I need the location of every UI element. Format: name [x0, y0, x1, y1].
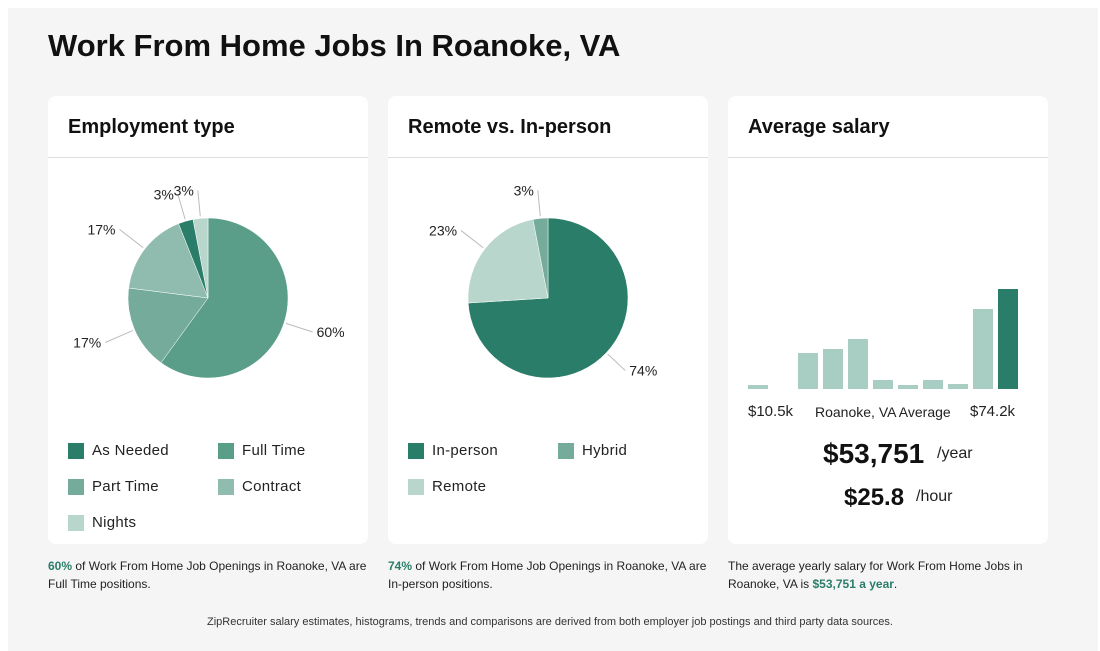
legend-item-nights: Nights [68, 514, 136, 531]
employment-pie-chart: 60% 17% 17% 3% 3% [73, 182, 345, 379]
histogram-bar [748, 385, 768, 389]
employment-type-title: Employment type [68, 116, 235, 138]
histogram-bar [973, 309, 993, 389]
card-divider [388, 157, 708, 158]
histogram-bar-highlighted [998, 289, 1018, 389]
histogram-bar [923, 380, 943, 389]
pie-value-label-as-needed: 3% [154, 186, 174, 202]
histogram-bar [898, 385, 918, 389]
histogram-bar [873, 380, 893, 389]
pie-value-label-hybrid: 3% [514, 182, 534, 198]
salary-caption-highlight: $53,751 a year [812, 577, 894, 591]
salary-histogram [748, 289, 1018, 389]
employment-type-card: Employment type 60% 17% 17% 3% 3% As Needed F… [48, 96, 368, 544]
pie-label-leader [607, 353, 626, 371]
legend-label: Hybrid [582, 442, 628, 459]
legend-item-in-person: In-person [408, 442, 498, 459]
salary-average-label: Roanoke, VA Average [815, 404, 951, 420]
employment-caption-highlight: 60% [48, 559, 73, 573]
salary-yearly-value: $53,751 [823, 438, 925, 469]
legend-swatch [68, 442, 84, 459]
remote-vs-inperson-card: Remote vs. In-person 74% 23% 3% In-person H… [388, 96, 708, 544]
legend-label: Contract [242, 478, 302, 495]
employment-caption: 60% of Work From Home Job Openings in Ro… [48, 557, 378, 593]
card-divider [728, 157, 1048, 158]
pie-slice-part-time [127, 287, 209, 364]
pie-value-label-part-time: 17% [73, 334, 101, 350]
legend-item-remote: Remote [408, 478, 486, 495]
pie-value-label-nights: 3% [174, 182, 194, 198]
salary-min-label: $10.5k [748, 403, 794, 420]
legend-swatch [558, 442, 574, 459]
pie-label-leader [119, 228, 144, 249]
salary-caption: The average yearly salary for Work From … [728, 557, 1048, 593]
remote-caption-highlight: 74% [388, 559, 413, 573]
salary-hourly-value: $25.8 [844, 484, 905, 511]
pie-label-leader [105, 330, 133, 343]
employment-caption-text: of Work From Home Job Openings in Roanok… [48, 559, 367, 591]
pie-slice-hybrid [532, 217, 549, 299]
legend-swatch [68, 478, 84, 495]
legend-label: Remote [432, 478, 487, 495]
pie-label-leader [537, 190, 541, 217]
legend-item-hybrid: Hybrid [558, 442, 627, 459]
average-salary-card: Average salary $10.5k Roanoke, VA Averag… [728, 96, 1048, 544]
histogram-bar [798, 353, 818, 389]
salary-caption-text: The average yearly salary for Work From … [728, 559, 1023, 591]
legend-item-contract: Contract [218, 478, 301, 495]
footer-disclaimer: ZipRecruiter salary estimates, histogram… [207, 616, 893, 628]
legend-item-full-time: Full Time [218, 442, 306, 459]
histogram-bar [848, 339, 868, 389]
legend-label: In-person [432, 442, 499, 459]
histogram-bar [948, 384, 968, 389]
card-divider [48, 157, 368, 158]
remote-vs-inperson-title: Remote vs. In-person [408, 116, 612, 138]
legend-label: Part Time [92, 478, 159, 495]
remote-caption: 74% of Work From Home Job Openings in Ro… [388, 557, 718, 593]
pie-slice-full-time [160, 217, 289, 379]
pie-slice-nights [192, 217, 209, 299]
legend-swatch [218, 478, 234, 495]
salary-max-label: $74.2k [970, 403, 1016, 420]
pie-slice-contract [128, 223, 209, 299]
salary-hourly-unit: /hour [916, 488, 953, 505]
remote-pie-chart: 74% 23% 3% [429, 182, 657, 379]
pie-value-label-full-time: 60% [317, 324, 345, 340]
legend-label: Full Time [242, 442, 306, 459]
pie-label-leader [197, 190, 201, 217]
salary-yearly-unit: /year [937, 445, 973, 462]
pie-label-leader [460, 230, 484, 249]
pie-value-label-in-person: 74% [629, 363, 657, 379]
pie-value-label-remote: 23% [429, 223, 457, 239]
legend-label: As Needed [92, 442, 169, 459]
legend-swatch [68, 514, 84, 531]
pie-label-leader [285, 322, 313, 333]
legend-swatch [218, 442, 234, 459]
legend-item-as-needed: As Needed [68, 442, 169, 459]
remote-caption-text: of Work From Home Job Openings in Roanok… [388, 559, 707, 591]
pie-label-leader [177, 194, 186, 220]
histogram-bar [823, 349, 843, 389]
legend-swatch [408, 478, 424, 495]
average-salary-title: Average salary [748, 116, 890, 138]
pie-value-label-contract: 17% [87, 221, 115, 237]
pie-slice-remote [467, 219, 549, 304]
legend-swatch [408, 442, 424, 459]
legend-item-part-time: Part Time [68, 478, 159, 495]
legend-label: Nights [92, 514, 137, 531]
salary-caption-end: . [893, 577, 898, 591]
page-title: Work From Home Jobs In Roanoke, VA [48, 28, 621, 63]
